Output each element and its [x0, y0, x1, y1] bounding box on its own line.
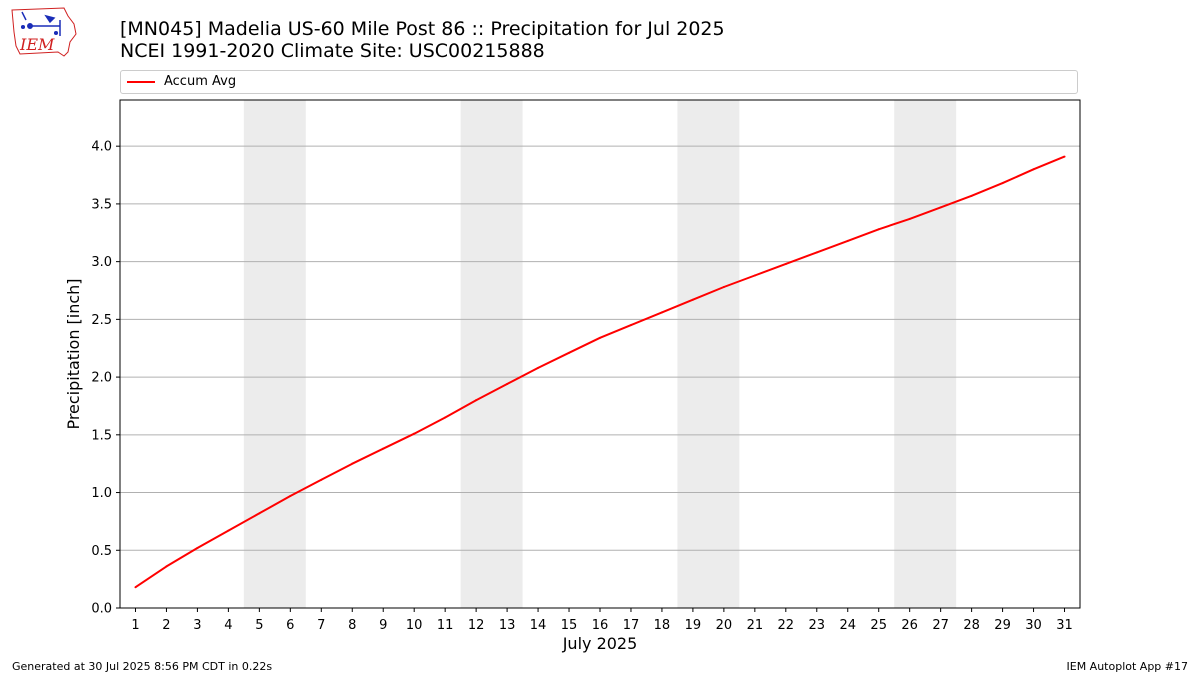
weather-station-icon	[20, 11, 61, 36]
data-point	[691, 298, 694, 301]
y-tick-label: 2.5	[91, 313, 112, 328]
x-tick-label: 18	[654, 618, 671, 633]
y-tick-label: 3.0	[91, 255, 112, 270]
y-tick-label: 1.5	[91, 428, 112, 443]
x-tick-label: 31	[1056, 618, 1073, 633]
y-tick-label: 3.5	[91, 197, 112, 212]
chart-subtitle: NCEI 1991-2020 Climate Site: USC00215888	[120, 40, 545, 62]
x-tick-label: 5	[255, 618, 263, 633]
weekend-band	[460, 100, 523, 608]
x-tick-label: 24	[839, 618, 856, 633]
x-tick-label: 8	[348, 618, 356, 633]
data-point	[660, 311, 663, 314]
data-point	[227, 529, 230, 532]
data-point	[753, 274, 756, 277]
x-tick-label: 21	[747, 618, 764, 633]
legend: Accum Avg	[120, 70, 1078, 94]
data-point	[382, 447, 385, 450]
x-tick-label: 20	[716, 618, 733, 633]
data-point	[908, 217, 911, 220]
data-point	[413, 432, 416, 435]
data-point	[784, 262, 787, 265]
footer-generated: Generated at 30 Jul 2025 8:56 PM CDT in …	[12, 660, 273, 673]
data-point	[599, 336, 601, 339]
x-tick-label: 16	[592, 618, 609, 633]
data-point	[722, 286, 725, 289]
data-point	[351, 462, 354, 465]
data-point	[629, 324, 632, 327]
data-point	[568, 351, 571, 354]
chart-title: [MN045] Madelia US-60 Mile Post 86 :: Pr…	[120, 18, 725, 40]
x-axis-label: July 2025	[562, 634, 638, 653]
data-point	[1032, 168, 1035, 171]
legend-label: Accum Avg	[164, 74, 237, 89]
x-tick-label: 10	[406, 618, 423, 633]
logo-text: IEM	[19, 35, 55, 54]
weekend-bands	[243, 100, 957, 608]
data-point	[289, 495, 292, 498]
x-tick-label: 13	[499, 618, 516, 633]
x-tick-label: 12	[468, 618, 485, 633]
x-tick-label: 11	[437, 618, 454, 633]
data-point	[258, 512, 261, 515]
y-axis: 0.0 0.5 1.0 1.5 2.0 2.5 3.0 3.5 4.0	[91, 140, 120, 617]
x-tick-label: 23	[809, 618, 826, 633]
x-tick-label: 27	[932, 618, 949, 633]
x-tick-label: 15	[561, 618, 578, 633]
y-axis-label: Precipitation [inch]	[64, 278, 83, 429]
data-point	[970, 194, 973, 197]
x-tick-label: 30	[1025, 618, 1042, 633]
x-tick-label: 2	[162, 618, 170, 633]
footer-app: IEM Autoplot App #17	[1066, 660, 1189, 673]
data-point	[1063, 155, 1066, 158]
x-tick-label: 9	[379, 618, 387, 633]
weekend-band	[894, 100, 957, 608]
x-tick-label: 19	[685, 618, 702, 633]
y-tick-label: 1.0	[91, 486, 112, 501]
x-tick-label: 6	[286, 618, 294, 633]
data-point	[165, 565, 168, 568]
data-point	[475, 399, 478, 402]
data-point	[877, 228, 880, 231]
data-point	[506, 383, 509, 386]
x-tick-label: 14	[530, 618, 547, 633]
x-tick-label: 4	[224, 618, 232, 633]
y-tick-label: 2.0	[91, 371, 112, 386]
data-point	[537, 366, 540, 369]
x-axis: 1 2 3 4 5 6 7 8 9 10 11 12 13 14 15 16 17 18 19 20 21 22 23 24 2…	[131, 608, 1073, 633]
x-tick-label: 28	[963, 618, 980, 633]
x-tick-label: 29	[994, 618, 1011, 633]
y-tick-label: 0.5	[91, 544, 112, 559]
weekend-band	[677, 100, 740, 608]
data-point	[134, 586, 137, 589]
x-tick-label: 3	[193, 618, 201, 633]
iowa-outline	[11, 7, 77, 57]
legend-swatch	[127, 81, 155, 83]
x-tick-label: 25	[870, 618, 887, 633]
data-point	[846, 239, 849, 242]
x-tick-label: 26	[901, 618, 918, 633]
data-point	[320, 478, 323, 481]
iem-logo: IEM	[11, 7, 77, 57]
series-layer	[134, 155, 1066, 589]
x-tick-label: 22	[778, 618, 795, 633]
data-point	[815, 251, 818, 254]
data-point	[196, 546, 199, 549]
x-tick-label: 17	[623, 618, 640, 633]
x-tick-label: 7	[317, 618, 325, 633]
data-point	[939, 206, 942, 209]
y-tick-label: 0.0	[91, 602, 112, 617]
x-tick-label: 1	[131, 618, 139, 633]
data-point	[1001, 182, 1004, 185]
weekend-band	[243, 100, 306, 608]
data-point	[444, 416, 447, 419]
y-tick-label: 4.0	[91, 140, 112, 155]
